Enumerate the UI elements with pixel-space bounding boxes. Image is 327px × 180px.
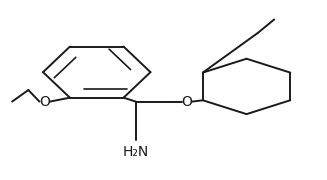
Text: O: O — [39, 95, 50, 109]
Text: O: O — [181, 95, 192, 109]
Text: H₂N: H₂N — [123, 145, 149, 159]
